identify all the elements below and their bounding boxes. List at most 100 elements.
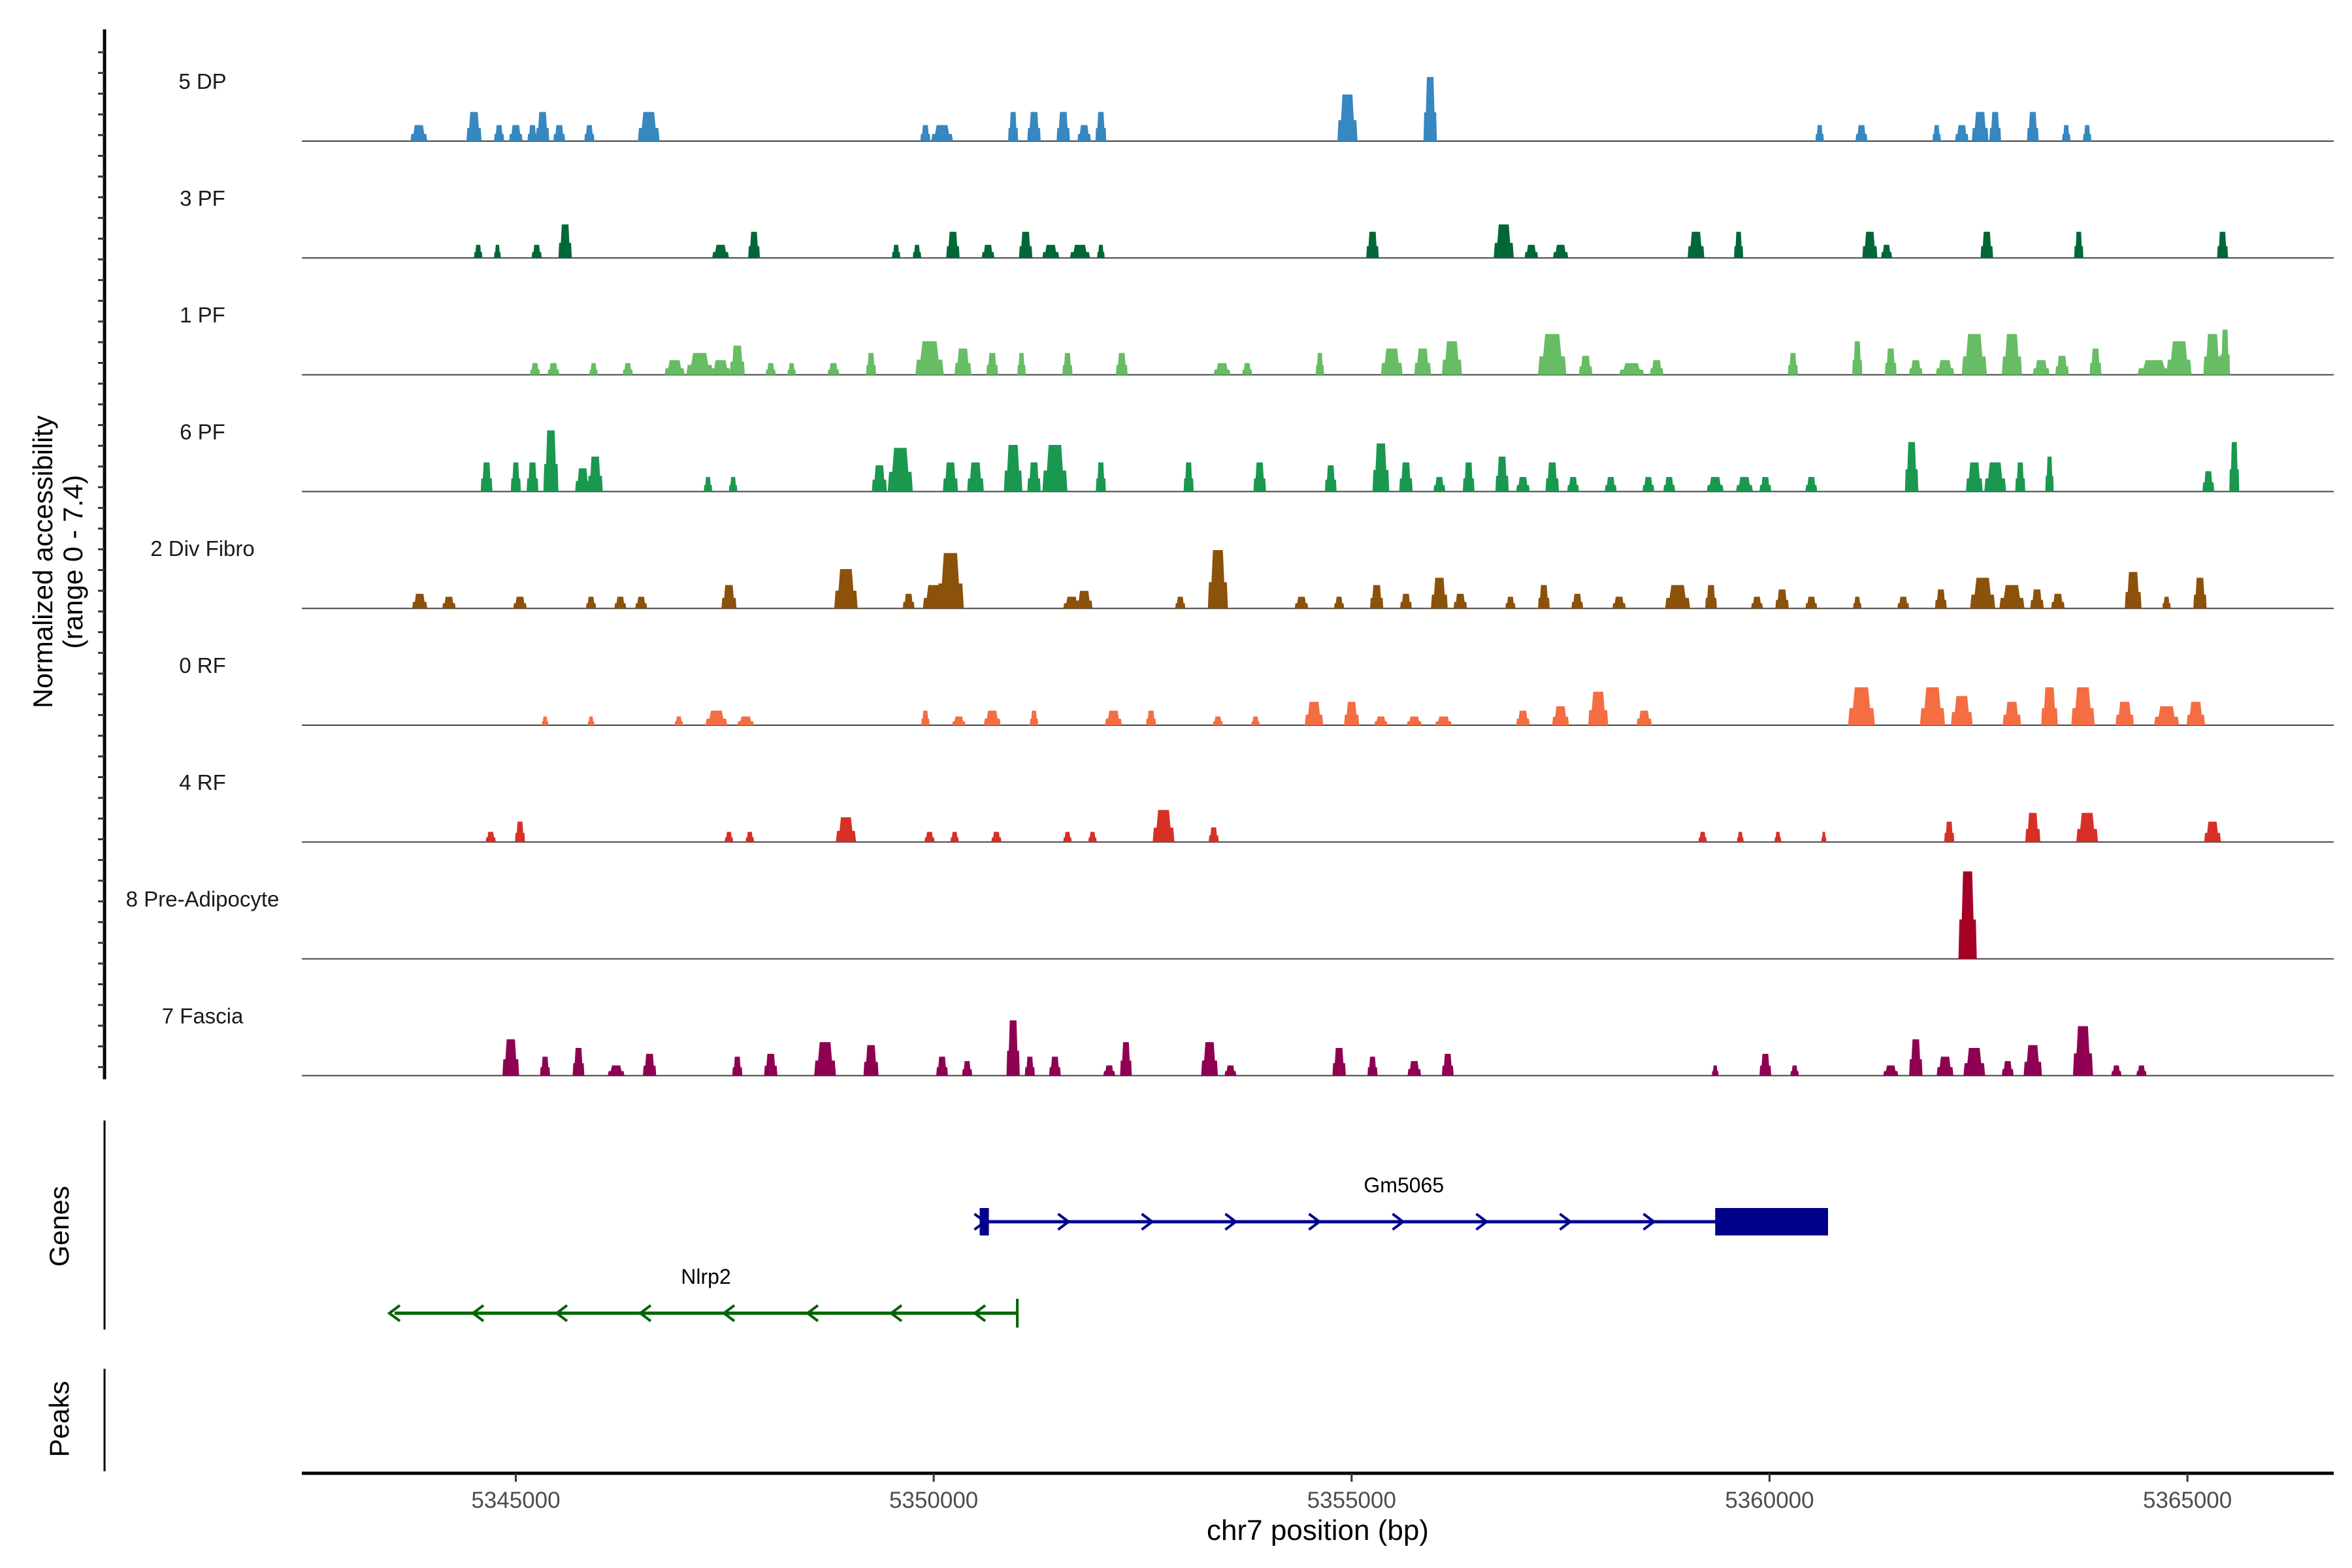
coverage-peak <box>955 348 972 375</box>
coverage-peak <box>1759 477 1771 492</box>
coverage-peak <box>1400 593 1412 609</box>
coverage-peak <box>1442 1054 1454 1076</box>
coverage-peak <box>1201 1042 1218 1076</box>
coverage-peak <box>1567 477 1579 492</box>
coverage-peak <box>2041 687 2058 725</box>
coverage-peak <box>1698 832 1707 842</box>
track-4-rf: 4 RF <box>179 770 2334 843</box>
x-tick-label: 5360000 <box>1725 1488 1814 1513</box>
coverage-peak <box>1984 462 2006 492</box>
coverage-peak <box>1999 585 2025 609</box>
coverage-peak <box>1004 445 1022 492</box>
track-0-rf: 0 RF <box>179 653 2334 726</box>
coverage-peak <box>2074 231 2083 258</box>
coverage-peak <box>1578 355 1593 375</box>
coverage-peak <box>1209 827 1219 842</box>
coverage-tracks: 5 DP 3 PF 1 PF 6 PF 2 Div Fibro 0 RF 4 RF 8 Pre… <box>126 69 2334 1077</box>
coverage-peak <box>1619 363 1644 375</box>
coverage-peak <box>1909 1039 1923 1076</box>
coverage-peak <box>1862 231 1878 258</box>
track-2-div-fibro: 2 Div Fibro <box>150 536 2334 610</box>
coverage-peak <box>1538 334 1567 375</box>
coverage-peak <box>1897 596 1910 609</box>
coverage-peak <box>1213 363 1231 375</box>
coverage-peak <box>1332 1048 1346 1076</box>
coverage-peak <box>1414 348 1431 375</box>
coverage-peak <box>1006 1020 1020 1076</box>
coverage-peak <box>1207 550 1228 609</box>
coverage-peak <box>2136 1065 2147 1076</box>
track-6-pf: 6 PF <box>180 419 2334 493</box>
coverage-peak <box>1030 710 1039 725</box>
coverage-peak <box>1407 1061 1421 1076</box>
strand-arrow-icon <box>554 1304 568 1322</box>
coverage-peak <box>1324 465 1337 492</box>
coverage-peak <box>2089 348 2102 375</box>
coverage-peak <box>1070 244 1090 258</box>
coverage-peak <box>983 710 1001 725</box>
coverage-peak <box>892 244 900 258</box>
coverage-peak <box>2030 589 2044 609</box>
track-label: 6 PF <box>180 419 225 444</box>
coverage-peak <box>2111 1065 2122 1076</box>
x-axis-ticks: 5345000 5350000 5355000 5360000 5365000 <box>471 1473 2232 1513</box>
coverage-peak <box>1815 125 1824 141</box>
coverage-peak <box>967 462 984 492</box>
coverage-peak <box>764 1054 777 1076</box>
coverage-peak <box>2083 125 2091 141</box>
coverage-peak <box>2115 702 2134 725</box>
x-tick-label: 5350000 <box>889 1488 978 1513</box>
coverage-peak <box>1380 348 1403 375</box>
coverage-peak <box>547 363 559 375</box>
coverage-peak <box>1650 360 1663 375</box>
coverage-peak <box>1183 462 1194 492</box>
coverage-peak <box>1370 585 1384 609</box>
coverage-peak <box>1063 596 1080 609</box>
coverage-peak <box>623 363 633 375</box>
coverage-peak <box>1605 477 1617 492</box>
coverage-peak <box>1588 691 1609 725</box>
coverage-peak <box>2153 706 2180 725</box>
coverage-peak <box>1538 585 1550 609</box>
coverage-peak <box>1049 1056 1061 1076</box>
coverage-peak <box>664 360 685 375</box>
coverage-peak <box>1855 125 1868 141</box>
coverage-peak <box>558 224 572 258</box>
coverage-peak <box>725 832 734 842</box>
strand-arrow-icon <box>805 1304 819 1322</box>
coverage-peak <box>510 462 521 492</box>
coverage-peak <box>863 1045 879 1076</box>
coverage-peak <box>2051 593 2065 609</box>
strand-arrow-icon <box>1475 1213 1489 1231</box>
coverage-peak <box>1095 112 1107 141</box>
coverage-peak <box>1494 224 1514 258</box>
coverage-peak <box>608 1065 625 1076</box>
y-axis-title: Normalized accessibility (range 0 - 7.4) <box>27 416 88 708</box>
coverage-peak <box>1019 231 1033 258</box>
coverage-peak <box>2137 360 2171 375</box>
coverage-peak <box>1963 1048 1985 1076</box>
coverage-peak <box>704 477 713 492</box>
coverage-peak <box>1175 596 1186 609</box>
coverage-peak <box>943 462 958 492</box>
coverage-peak <box>635 596 647 609</box>
coverage-peak <box>1042 445 1068 492</box>
coverage-peak <box>2023 1045 2042 1076</box>
coverage-peak <box>2002 702 2021 725</box>
coverage-peak <box>1152 809 1175 842</box>
coverage-peak <box>1966 462 1983 492</box>
coverage-peak <box>924 832 935 842</box>
coverage-peak <box>827 363 840 375</box>
coverage-peak <box>1935 589 1947 609</box>
coverage-peak <box>1435 716 1452 725</box>
coverage-peak <box>1075 591 1093 609</box>
coverage-peak <box>1442 341 1462 375</box>
coverage-peak <box>575 468 591 492</box>
coverage-peak <box>1980 231 1993 258</box>
y-axis-title-line-1: Normalized accessibility <box>27 416 58 708</box>
coverage-peak <box>410 125 427 141</box>
coverage-peak <box>962 1061 972 1076</box>
coverage-peak <box>1367 1056 1378 1076</box>
coverage-peak <box>730 346 745 375</box>
